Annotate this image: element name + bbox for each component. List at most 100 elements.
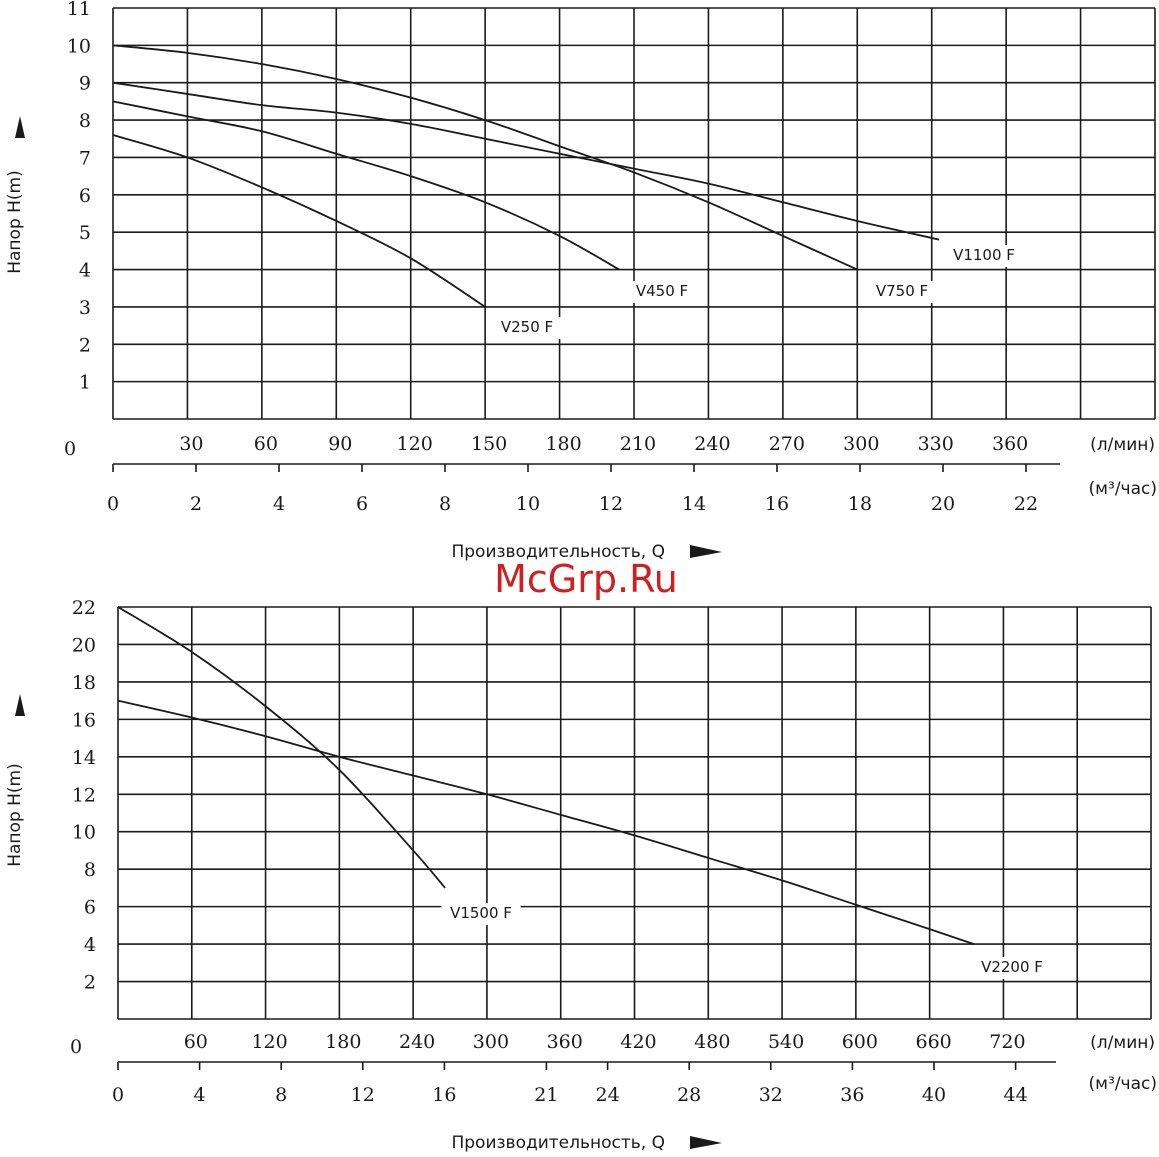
secondary-tick-label: 16 xyxy=(432,1084,456,1106)
series-label-background xyxy=(972,957,1052,979)
x-tick-label: 30 xyxy=(179,433,203,455)
x-tick-label: 90 xyxy=(328,433,352,455)
origin-label: 0 xyxy=(64,438,76,460)
x-tick-label: 360 xyxy=(547,1031,583,1053)
y-axis-label: Напор H(m) xyxy=(5,170,25,274)
x-unit-secondary: (м³/час) xyxy=(1089,1074,1157,1094)
series-line-v450-f xyxy=(112,100,620,271)
x-tick-label: 120 xyxy=(251,1031,287,1053)
x-tick-label: 210 xyxy=(620,433,656,455)
y-tick-label: 4 xyxy=(79,260,91,282)
series-label: V450 F xyxy=(636,282,688,300)
x-tick-label: 240 xyxy=(399,1031,435,1053)
series-line-v1500-f xyxy=(117,606,446,889)
secondary-tick-label: 28 xyxy=(677,1084,701,1106)
y-tick-label: 6 xyxy=(84,897,96,919)
y-axis-label: Напор H(m) xyxy=(5,763,25,867)
y-axis-arrow-icon xyxy=(15,694,25,716)
secondary-tick-label: 18 xyxy=(848,493,872,515)
y-tick-label: 3 xyxy=(79,297,91,319)
x-tick-label: 300 xyxy=(843,433,879,455)
y-tick-label: 11 xyxy=(67,0,91,20)
y-tick-label: 16 xyxy=(72,709,96,731)
y-tick-label: 2 xyxy=(79,334,91,356)
secondary-tick-label: 12 xyxy=(599,493,623,515)
series-label-background xyxy=(441,903,521,925)
y-tick-label: 4 xyxy=(84,934,96,956)
series-label-background xyxy=(867,281,937,303)
secondary-tick-label: 4 xyxy=(194,1084,206,1106)
secondary-tick-label: 8 xyxy=(439,493,451,515)
secondary-tick-label: 10 xyxy=(516,493,540,515)
secondary-tick-label: 6 xyxy=(356,493,368,515)
y-axis-arrow-icon xyxy=(15,116,25,138)
y-tick-label: 2 xyxy=(84,972,96,994)
x-axis-arrow-icon xyxy=(690,545,722,558)
series-line-v2200-f xyxy=(117,699,975,945)
x-tick-label: 180 xyxy=(545,433,581,455)
secondary-tick-label: 4 xyxy=(273,493,285,515)
x-tick-label: 240 xyxy=(694,433,730,455)
y-tick-label: 10 xyxy=(72,822,96,844)
series-label-background xyxy=(492,317,562,339)
y-tick-label: 8 xyxy=(84,859,96,881)
x-unit-primary: (л/мин) xyxy=(1090,1033,1155,1053)
y-tick-label: 1 xyxy=(79,372,91,394)
secondary-tick-label: 16 xyxy=(765,493,789,515)
series-line-v750-f xyxy=(112,44,858,271)
y-tick-label: 20 xyxy=(72,634,96,656)
x-tick-label: 600 xyxy=(842,1031,878,1053)
series-label: V2200 F xyxy=(981,958,1043,976)
x-axis-label: Производительность, Q xyxy=(451,1133,665,1153)
secondary-tick-label: 40 xyxy=(922,1084,946,1106)
y-tick-label: 18 xyxy=(72,672,96,694)
x-tick-label: 480 xyxy=(694,1031,730,1053)
y-tick-label: 9 xyxy=(79,73,91,95)
secondary-tick-label: 44 xyxy=(1004,1084,1028,1106)
y-tick-label: 10 xyxy=(67,35,91,57)
watermark-text: McGrp.Ru xyxy=(494,557,678,601)
y-tick-label: 5 xyxy=(79,222,91,244)
series-label: V1100 F xyxy=(953,246,1015,264)
x-tick-label: 270 xyxy=(769,433,805,455)
x-tick-label: 60 xyxy=(254,433,278,455)
x-tick-label: 180 xyxy=(325,1031,361,1053)
secondary-tick-label: 20 xyxy=(931,493,955,515)
x-tick-label: 420 xyxy=(620,1031,656,1053)
secondary-tick-label: 12 xyxy=(351,1084,375,1106)
y-tick-label: 14 xyxy=(72,747,96,769)
x-axis-label: Производительность, Q xyxy=(451,542,665,562)
secondary-tick-label: 32 xyxy=(759,1084,783,1106)
secondary-tick-label: 14 xyxy=(682,493,706,515)
series-label-background xyxy=(627,281,697,303)
x-tick-label: 60 xyxy=(184,1031,208,1053)
y-tick-label: 8 xyxy=(79,110,91,132)
series-label: V750 F xyxy=(876,282,928,300)
secondary-tick-label: 8 xyxy=(275,1084,287,1106)
secondary-tick-label: 0 xyxy=(112,1084,124,1106)
x-tick-label: 300 xyxy=(473,1031,509,1053)
origin-label: 0 xyxy=(70,1036,82,1058)
series-line-v1100-f xyxy=(112,81,940,241)
x-tick-label: 150 xyxy=(471,433,507,455)
series-label: V250 F xyxy=(501,318,553,336)
series-line-v250-f xyxy=(112,134,486,308)
secondary-tick-label: 21 xyxy=(534,1084,558,1106)
y-tick-label: 7 xyxy=(79,147,91,169)
x-tick-label: 360 xyxy=(992,433,1028,455)
series-label: V1500 F xyxy=(450,904,512,922)
x-tick-label: 540 xyxy=(768,1031,804,1053)
series-label-background xyxy=(944,245,1024,267)
x-unit-primary: (л/мин) xyxy=(1090,435,1155,455)
x-tick-label: 330 xyxy=(918,433,954,455)
x-tick-label: 120 xyxy=(397,433,433,455)
y-tick-label: 22 xyxy=(72,597,96,619)
x-tick-label: 660 xyxy=(916,1031,952,1053)
secondary-tick-label: 0 xyxy=(107,493,119,515)
secondary-tick-label: 22 xyxy=(1014,493,1038,515)
secondary-tick-label: 2 xyxy=(190,493,202,515)
y-tick-label: 12 xyxy=(72,784,96,806)
